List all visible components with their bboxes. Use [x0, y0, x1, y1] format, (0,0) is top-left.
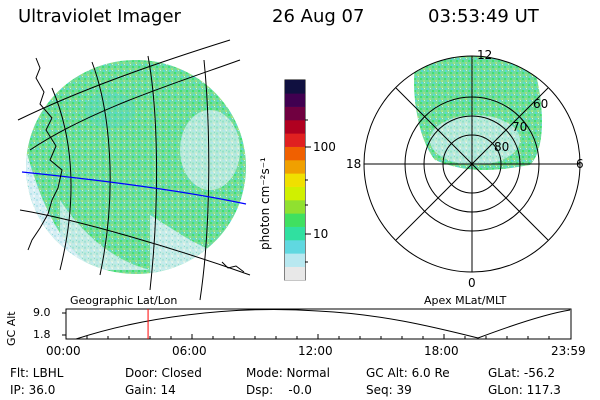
altitude-plot — [62, 308, 572, 340]
xtick-1200: 12:00 — [298, 344, 333, 358]
colorbar-cell — [285, 146, 305, 161]
altitude-ylabel: GC Alt — [5, 311, 18, 346]
colorbar-cell — [285, 253, 305, 267]
seq-info: Seq: 39 — [366, 383, 412, 397]
xtick-0600: 06:00 — [172, 344, 207, 358]
geo-map-label: Geographic Lat/Lon — [70, 294, 178, 307]
xtick-0000: 00:00 — [46, 344, 81, 358]
date-label: 26 Aug 07 — [272, 6, 365, 27]
xtick-1800: 18:00 — [424, 344, 459, 358]
mlt-label-12: 12 — [477, 48, 493, 62]
colorbar-cell — [285, 133, 305, 147]
colorbar-cell — [285, 266, 305, 281]
geo-equator-line — [21, 171, 247, 205]
mode-info: Mode: Normal — [246, 366, 330, 380]
altitude-ytick-9: 9.0 — [33, 306, 51, 319]
gc-alt-info: GC Alt: 6.0 Re — [366, 366, 450, 380]
colorbar-cell — [285, 106, 305, 121]
altitude-curve — [75, 309, 571, 340]
colorbar-cell — [285, 120, 305, 134]
polar-plot-label: Apex MLat/MLT — [424, 294, 507, 307]
colorbar-label: photon cm⁻²s⁻¹ — [258, 157, 272, 250]
xtick-2359: 23:59 — [551, 344, 586, 358]
colorbar-cell — [285, 160, 305, 174]
mlt-label-18: 18 — [346, 157, 362, 171]
glon-info: GLon: 117.3 — [488, 383, 561, 397]
colorbar-tick-10: 10 — [313, 227, 329, 241]
mlt-label-0: 0 — [468, 276, 476, 290]
colorbar-cell — [285, 200, 305, 214]
colorbar-tick-100: 100 — [313, 140, 336, 154]
instrument-title: Ultraviolet Imager — [18, 6, 181, 27]
polar-plot — [363, 55, 581, 273]
geo-grid — [17, 39, 251, 301]
altitude-ytick-1-8: 1.8 — [33, 328, 51, 341]
coastline — [27, 57, 63, 251]
colorbar-cell — [285, 80, 305, 94]
colorbar-cell — [285, 173, 305, 187]
time-label: 03:53:49 UT — [428, 6, 539, 27]
colorbar-cell — [285, 186, 305, 201]
gain-info: Gain: 14 — [125, 383, 176, 397]
dsp-info: Dsp: -0.0 — [246, 383, 312, 397]
mlt-label-6: 6 — [576, 157, 584, 171]
colorbar — [284, 79, 311, 281]
ip-info: IP: 36.0 — [10, 383, 56, 397]
colorbar-cell — [285, 93, 305, 107]
door-info: Door: Closed — [125, 366, 202, 380]
mlat-label-70: 70 — [512, 120, 528, 134]
colorbar-cell — [285, 213, 305, 227]
geographic-map — [17, 39, 251, 301]
glat-info: GLat: -56.2 — [488, 366, 555, 380]
filter-info: Flt: LBHL — [10, 366, 64, 380]
mlat-label-80: 80 — [494, 140, 510, 154]
mlat-label-60: 60 — [533, 97, 549, 111]
colorbar-cell — [285, 226, 305, 241]
colorbar-cell — [285, 240, 305, 254]
